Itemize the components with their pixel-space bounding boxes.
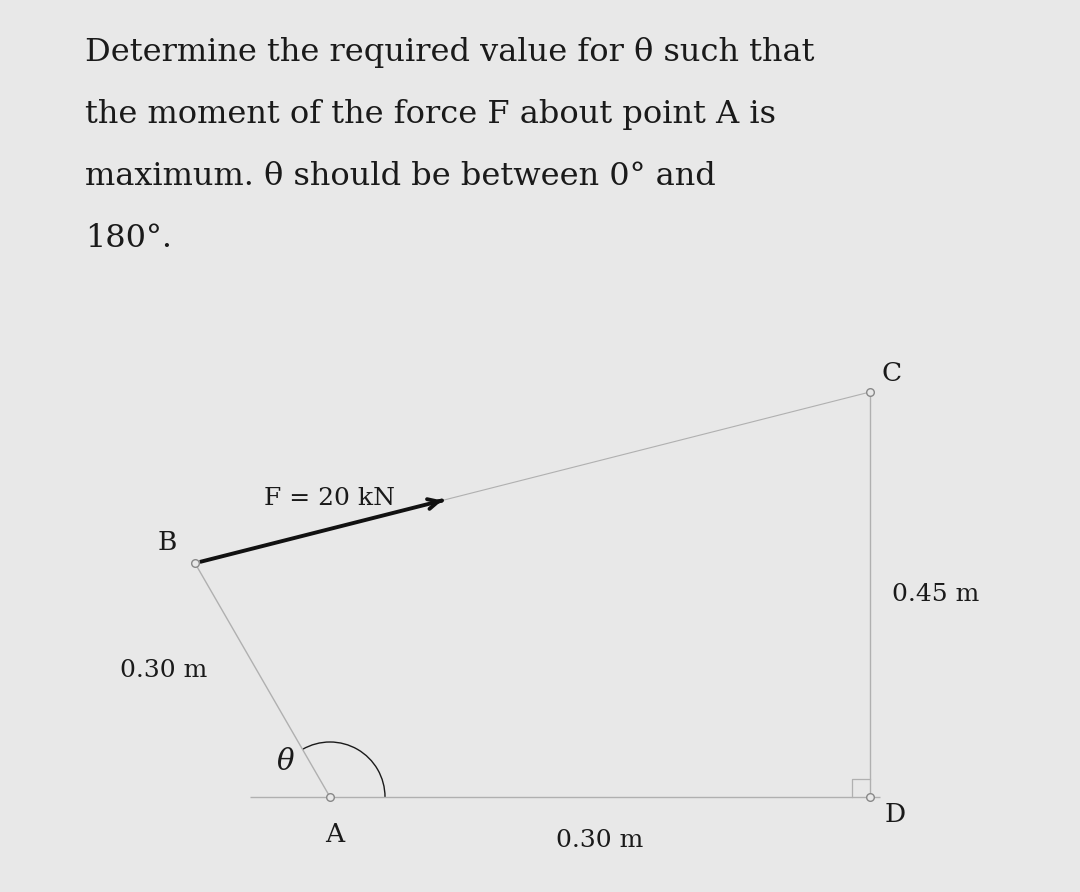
Text: 0.45 m: 0.45 m [892,583,980,606]
Text: C: C [882,361,902,386]
Text: A: A [325,822,345,847]
Text: Determine the required value for θ such that: Determine the required value for θ such … [85,37,814,68]
Text: D: D [885,802,906,827]
Text: maximum. θ should be between 0° and: maximum. θ should be between 0° and [85,161,716,192]
Text: 180°.: 180°. [85,223,172,254]
Text: 0.30 m: 0.30 m [556,829,644,852]
Text: θ: θ [276,748,294,776]
Text: 0.30 m: 0.30 m [120,658,207,681]
Text: F = 20 kN: F = 20 kN [264,486,395,509]
Text: B: B [158,530,177,555]
Text: the moment of the force F about point A is: the moment of the force F about point A … [85,99,777,130]
